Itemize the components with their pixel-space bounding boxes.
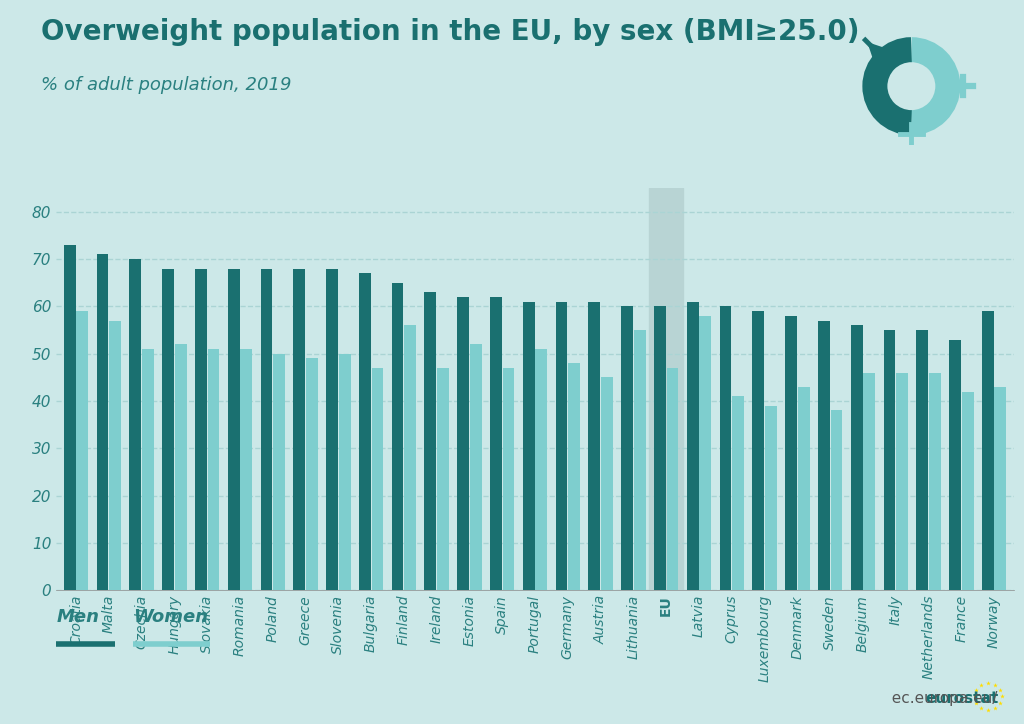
Bar <box>929 373 941 590</box>
Bar <box>391 283 403 590</box>
Bar <box>326 269 338 590</box>
Bar <box>358 274 371 590</box>
Bar <box>568 363 580 590</box>
Bar <box>110 321 121 590</box>
Bar <box>949 340 961 590</box>
Bar <box>63 245 76 590</box>
Bar <box>818 321 829 590</box>
Text: ec.europa.eu/: ec.europa.eu/ <box>843 691 997 706</box>
Bar <box>654 306 666 590</box>
Bar <box>863 373 876 590</box>
Bar <box>720 306 731 590</box>
Bar <box>982 311 993 590</box>
Bar <box>916 330 928 590</box>
Bar <box>175 344 186 590</box>
Bar <box>601 377 612 590</box>
Bar <box>241 349 252 590</box>
Bar <box>753 311 764 590</box>
Bar <box>851 325 862 590</box>
Bar <box>470 344 481 590</box>
Bar <box>129 259 141 590</box>
Bar <box>798 387 810 590</box>
Bar <box>732 396 744 590</box>
Bar <box>490 297 502 590</box>
Bar <box>785 316 797 590</box>
Bar <box>687 302 698 590</box>
Bar <box>425 292 436 590</box>
Text: Overweight population in the EU, by sex (BMI≥25.0): Overweight population in the EU, by sex … <box>41 18 859 46</box>
Bar <box>556 302 567 590</box>
Bar <box>523 302 535 590</box>
Bar <box>96 254 109 590</box>
Bar <box>437 368 449 590</box>
Text: Women: Women <box>133 608 208 626</box>
Bar <box>649 188 683 590</box>
Text: % of adult population, 2019: % of adult population, 2019 <box>41 76 292 94</box>
Text: Men: Men <box>56 608 99 626</box>
Bar <box>142 349 154 590</box>
Bar <box>896 373 908 590</box>
Bar <box>404 325 416 590</box>
Bar <box>765 405 777 590</box>
Bar <box>536 349 547 590</box>
Bar <box>503 368 514 590</box>
Bar <box>162 269 174 590</box>
Bar <box>372 368 383 590</box>
Bar <box>884 330 895 590</box>
Bar <box>667 368 679 590</box>
Bar <box>830 411 843 590</box>
Bar <box>339 354 350 590</box>
Bar <box>227 269 240 590</box>
Bar <box>208 349 219 590</box>
Bar <box>589 302 600 590</box>
Bar <box>273 354 285 590</box>
Bar <box>195 269 207 590</box>
Bar <box>293 269 305 590</box>
Bar <box>260 269 272 590</box>
Bar <box>306 358 317 590</box>
Bar <box>458 297 469 590</box>
Bar <box>622 306 633 590</box>
Bar <box>962 392 974 590</box>
Text: eurostat: eurostat <box>925 691 998 706</box>
Bar <box>699 316 712 590</box>
Bar <box>994 387 1007 590</box>
Bar <box>77 311 88 590</box>
Bar <box>634 330 645 590</box>
